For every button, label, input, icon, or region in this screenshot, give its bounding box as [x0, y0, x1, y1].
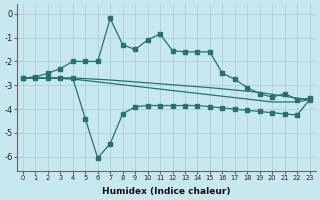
X-axis label: Humidex (Indice chaleur): Humidex (Indice chaleur) [102, 187, 230, 196]
